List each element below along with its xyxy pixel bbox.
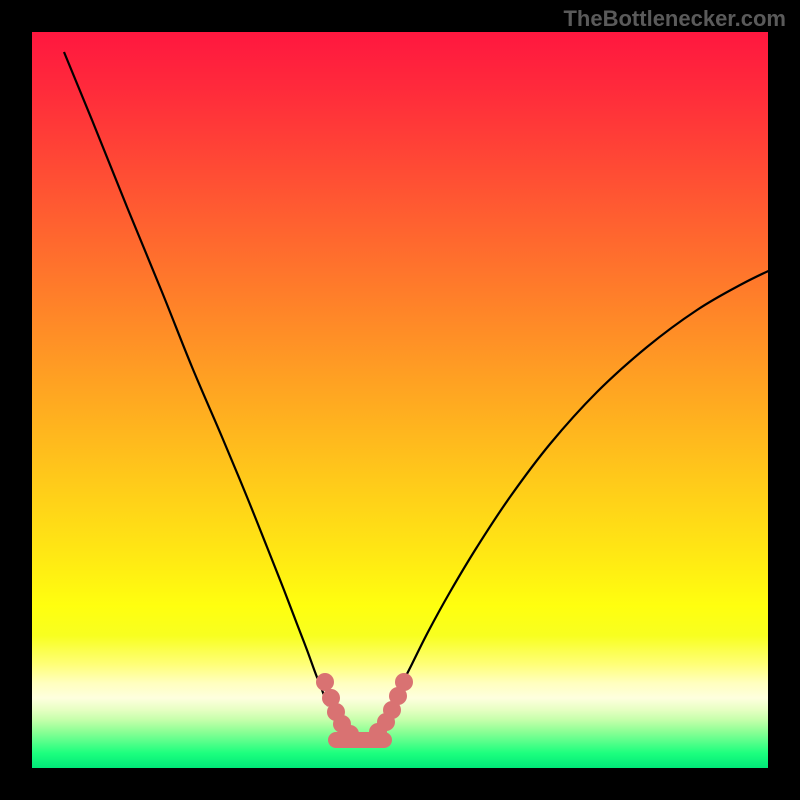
marker-dot [316,673,334,691]
watermark-text: TheBottlenecker.com [563,6,786,32]
bottleneck-curve-right [392,257,768,706]
marker-dot [341,725,359,743]
chart-container: TheBottlenecker.com [0,0,800,800]
curve-layer [32,32,768,768]
markers-right-cluster [369,673,413,741]
plot-area [32,32,768,768]
marker-dot [395,673,413,691]
bottleneck-curve-left [64,52,328,706]
